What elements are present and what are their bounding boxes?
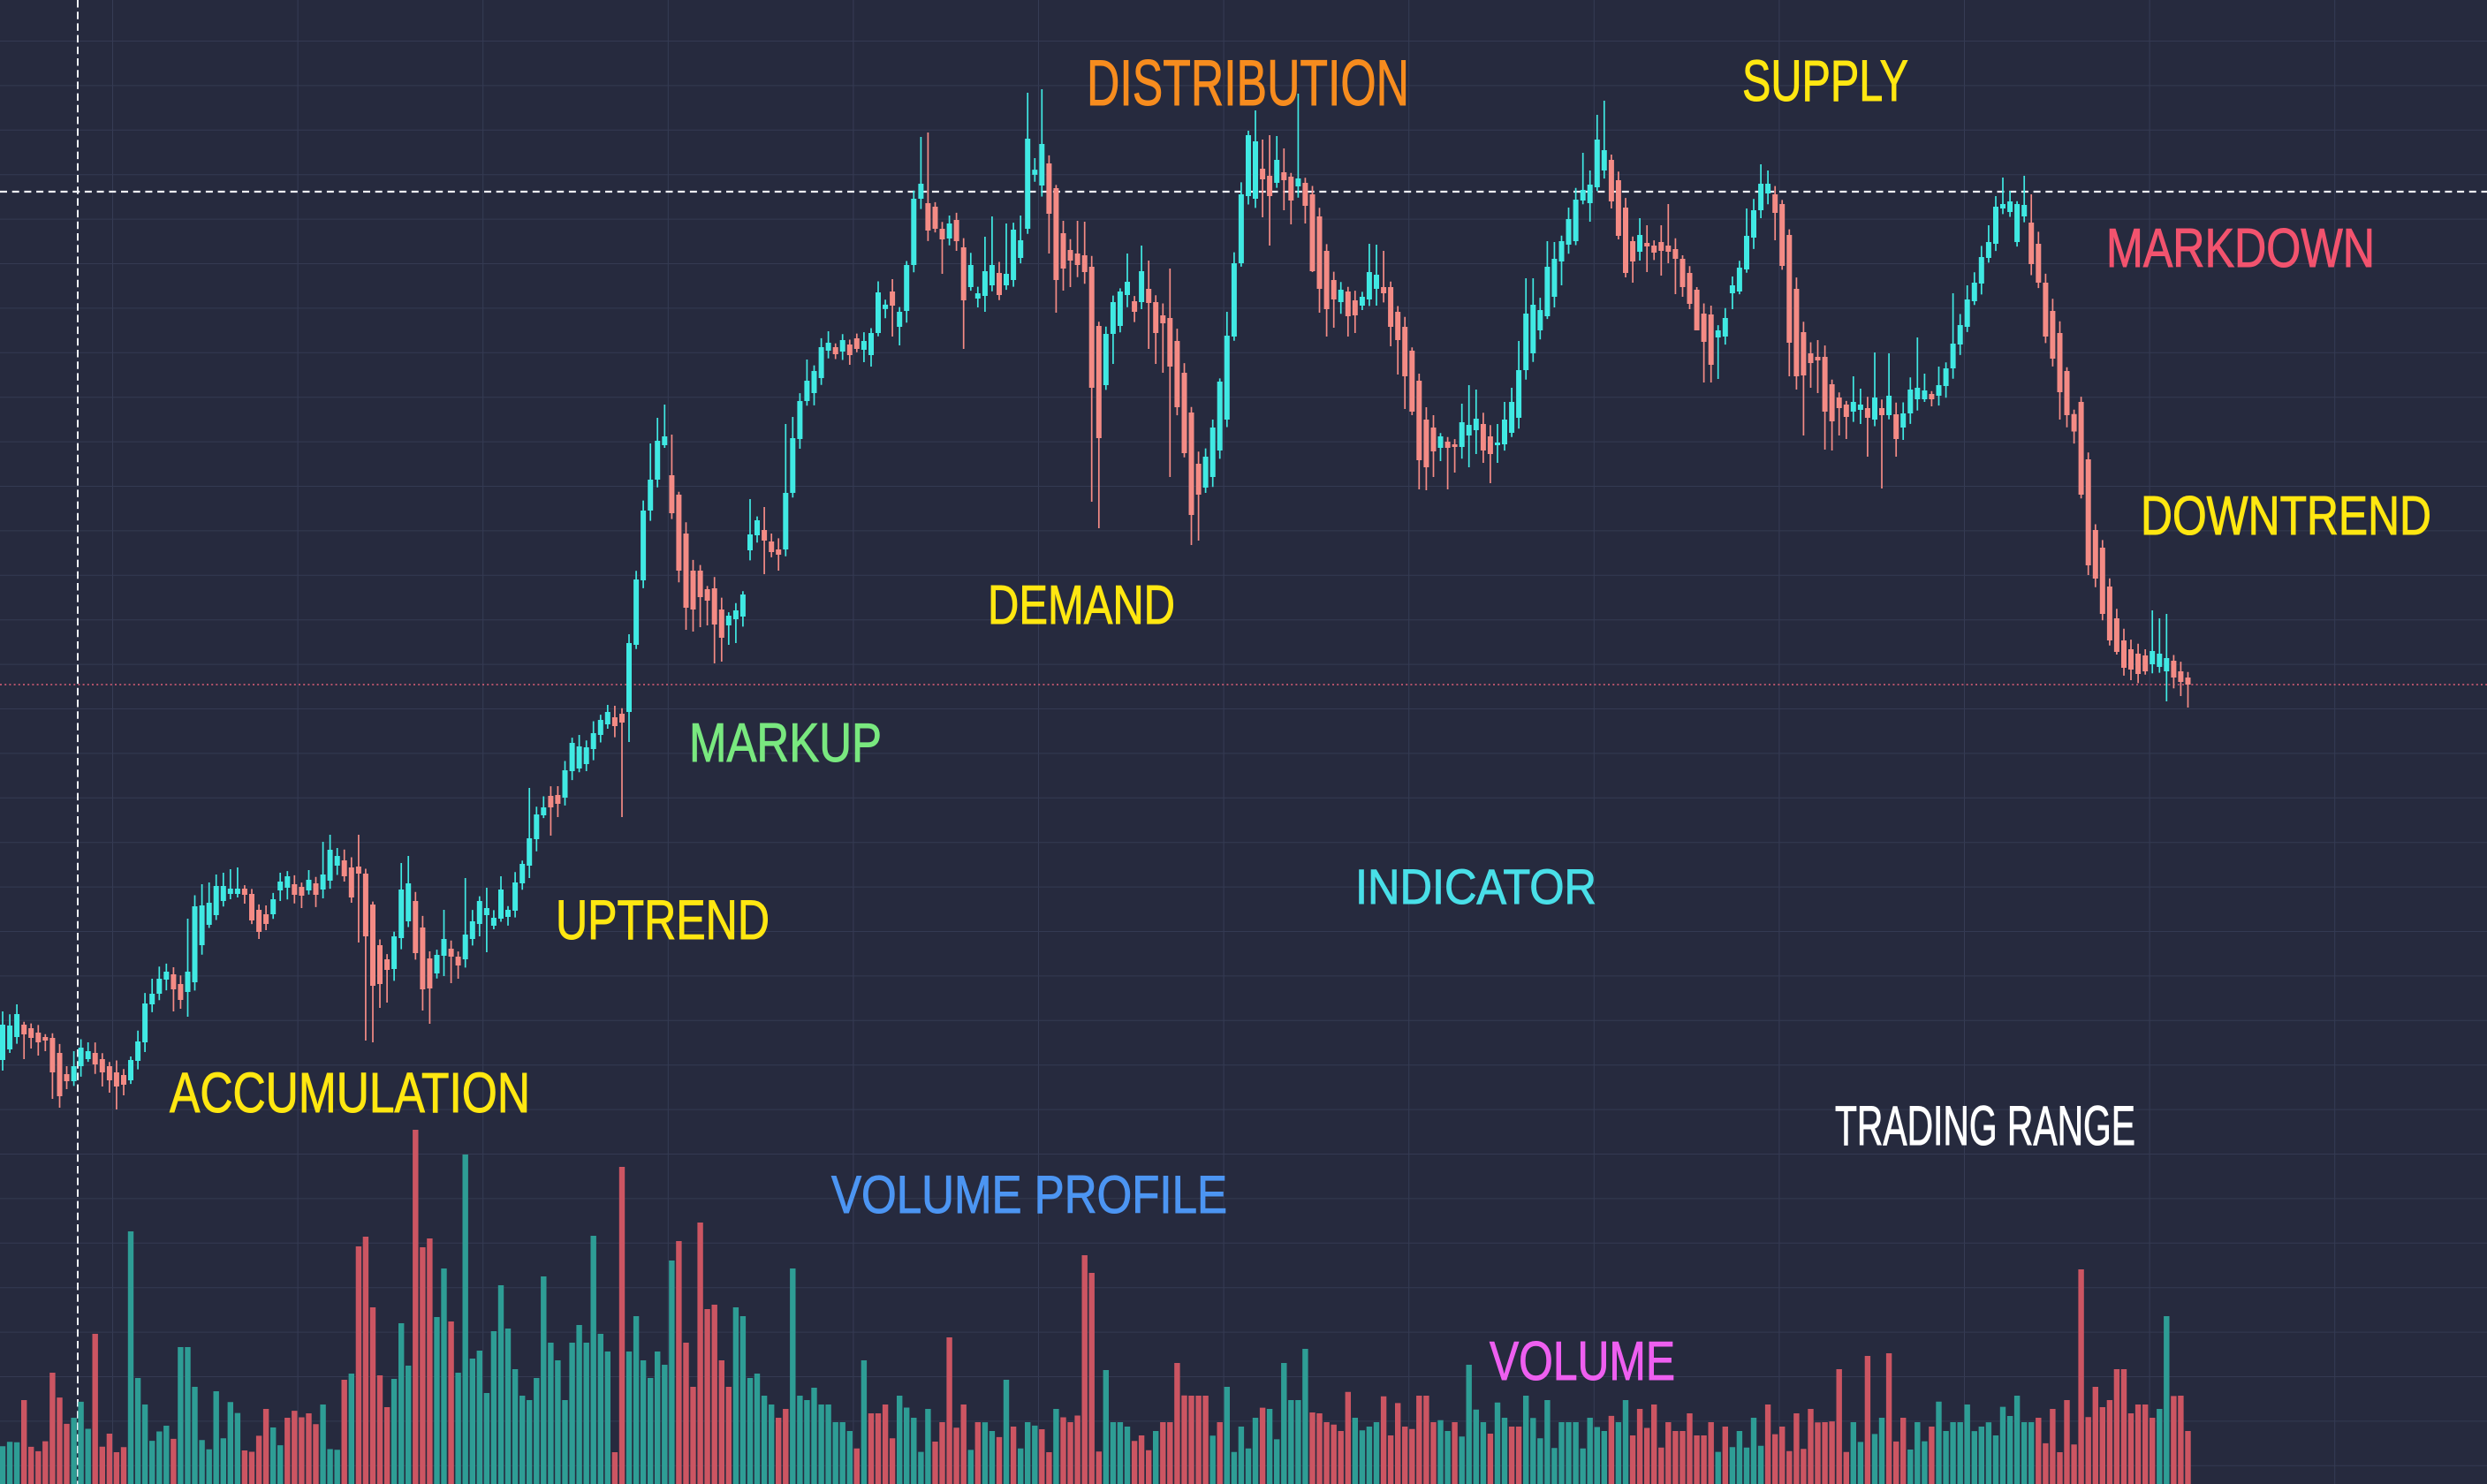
svg-text:DISTRIBUTION: DISTRIBUTION <box>1087 48 1409 119</box>
svg-text:MARKUP: MARKUP <box>689 713 882 774</box>
svg-text:VOLUME PROFILE: VOLUME PROFILE <box>831 1165 1227 1224</box>
svg-text:ACCUMULATION: ACCUMULATION <box>170 1061 530 1124</box>
svg-text:DOWNTREND: DOWNTREND <box>2141 486 2431 547</box>
svg-text:MARKDOWN: MARKDOWN <box>2106 218 2375 279</box>
svg-text:TRADING RANGE: TRADING RANGE <box>1835 1095 2135 1157</box>
svg-text:UPTREND: UPTREND <box>556 890 770 951</box>
svg-text:DEMAND: DEMAND <box>988 575 1175 636</box>
svg-text:INDICATOR: INDICATOR <box>1355 859 1596 914</box>
svg-text:VOLUME: VOLUME <box>1490 1331 1675 1392</box>
svg-text:SUPPLY: SUPPLY <box>1742 48 1908 113</box>
